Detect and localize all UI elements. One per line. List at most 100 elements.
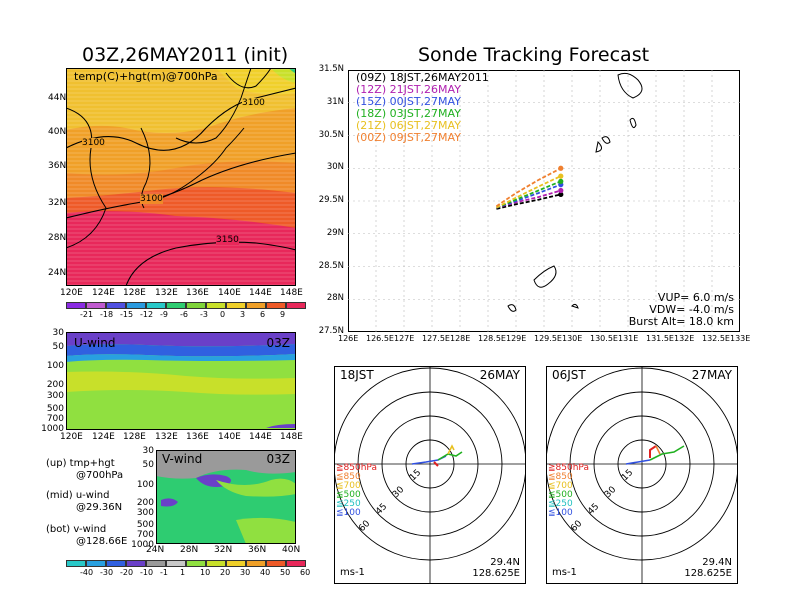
hodo-right-units: ms-1 xyxy=(552,567,577,578)
lat-tick: 36N xyxy=(248,545,267,555)
colorbar-swatch xyxy=(66,560,86,567)
colorbar-label: 9 xyxy=(280,310,286,319)
level-label: ≧850hPa xyxy=(336,463,377,473)
colorbar-swatch xyxy=(106,302,126,309)
lat-tick: 40N xyxy=(282,545,301,555)
track-lat-axis: 31.5N 31N 30.5N 30N 29.5N 29N 28.5N 28N 27.5N xyxy=(306,64,346,336)
lat-tick: 28.5N xyxy=(318,260,344,271)
track-line xyxy=(496,193,562,210)
lon-tick: 130.5E xyxy=(590,334,618,343)
vwind-label: V-wind xyxy=(162,452,203,466)
lon-tick: 128E xyxy=(450,334,471,343)
colorbar-swatch xyxy=(146,560,166,567)
lon-tick: 128E xyxy=(123,432,146,442)
note-bot-line2: @128.66E xyxy=(76,536,128,547)
hodo-ring xyxy=(569,391,715,537)
lon-tick: 144E xyxy=(249,288,272,298)
colorbar-label: 40 xyxy=(260,568,271,577)
colorbar-label: -20 xyxy=(120,568,134,577)
lat-tick: 28N xyxy=(48,233,67,243)
lat-tick: 30N xyxy=(326,162,344,173)
colorbar-label: 50 xyxy=(280,568,291,577)
sonde-parameters: VUP= 6.0 m/s VDW= -4.0 m/s Burst Alt= 18… xyxy=(629,292,734,328)
colorbar-swatch xyxy=(86,302,106,309)
panel-legend-notes: (up) tmp+hgt @700hPa (mid) u-wind @29.36… xyxy=(46,458,146,558)
lon-tick: 124E xyxy=(92,288,115,298)
contour-label: 3100 xyxy=(242,98,265,108)
lon-tick: 126.5E xyxy=(366,334,394,343)
track-line xyxy=(496,180,562,209)
colorbar-swatch xyxy=(86,560,106,567)
map-lon-axis: 120E 124E 128E 132E 136E 140E 144E 148E xyxy=(56,288,306,300)
track-end-point xyxy=(558,165,564,171)
lon-tick: 132E xyxy=(155,432,178,442)
colorbar-swatch xyxy=(126,302,146,309)
hodo-ring xyxy=(617,439,667,489)
pressure-tick: 700 xyxy=(46,414,64,424)
lat-tick: 32N xyxy=(48,198,67,208)
lat-tick: 24N xyxy=(146,545,165,555)
colorbar-label: 1 xyxy=(180,568,186,577)
hodo-left-lat: 29.4N xyxy=(490,557,520,568)
colorbar-swatch xyxy=(246,560,266,567)
burst-alt-value: Burst Alt= 18.0 km xyxy=(628,315,734,328)
vwind-time: 03Z xyxy=(266,452,291,466)
colorbar-label: -15 xyxy=(120,310,134,319)
vwind-svg xyxy=(156,450,296,544)
colorbar-label: 20 xyxy=(220,568,231,577)
colorbar-label: -1 xyxy=(160,568,168,577)
hodo-right-time: 06JST xyxy=(552,368,586,382)
hodo-right-lon: 128.625E xyxy=(684,568,732,579)
uwind-label: U-wind xyxy=(74,336,116,350)
vup-value: VUP= 6.0 m/s xyxy=(657,291,734,304)
hodo-trace xyxy=(649,445,657,458)
colorbar-label: 10 xyxy=(200,568,211,577)
lon-tick: 127.5E xyxy=(422,334,450,343)
colorbar-swatch xyxy=(146,302,166,309)
hodo-left-levels: ≧850hPa ≦850 ≦700 ≦500 ≦250 ≦100 xyxy=(336,464,377,518)
note-up-line2: @700hPa xyxy=(76,470,124,481)
hodo-trace xyxy=(625,459,651,465)
hodo-left-date: 26MAY xyxy=(479,368,520,382)
note-mid-line2: @29.36N xyxy=(76,502,123,513)
lon-tick: 129E xyxy=(506,334,527,343)
level-label: ≦250 xyxy=(336,499,361,509)
uwind-time: 03Z xyxy=(266,336,291,350)
colorbar-swatch xyxy=(186,560,206,567)
vwind-cross-section: V-wind 03Z xyxy=(156,450,296,544)
track-line xyxy=(496,183,562,209)
track-legend-entry: (15Z) 00JST,27MAY xyxy=(356,95,461,108)
lat-tick: 31.5N xyxy=(318,64,344,74)
colorbar-label: -18 xyxy=(100,310,114,319)
track-line xyxy=(496,189,562,209)
hodograph-right: 15 30 45 60 06JST 27MAY ≧850hPa ≦850 ≦700 ≦… xyxy=(545,366,739,584)
pressure-tick: 500 xyxy=(136,520,154,530)
colorbar-label: 60 xyxy=(300,568,311,577)
colorbar-label: -40 xyxy=(80,568,94,577)
uwind-pressure-axis: 30 50 100 200 300 500 700 1000 xyxy=(36,328,64,436)
wind-colorbar: -40 -30 -20 -10 -1 1 10 20 30 40 50 60 xyxy=(66,560,310,578)
temperature-map: temp(C)+hgt(m)@700hPa 3100 3100 3100 315… xyxy=(65,67,297,287)
colorbar-swatch xyxy=(186,302,206,309)
level-label: ≦850 xyxy=(548,472,573,482)
lon-tick: 131E xyxy=(618,334,639,343)
lon-tick: 144E xyxy=(249,432,272,442)
lon-tick: 132E xyxy=(674,334,695,343)
colorbar-label: -3 xyxy=(200,310,208,319)
vwind-lat-axis: 24N 28N 32N 36N 40N xyxy=(146,545,306,557)
hodo-trace xyxy=(447,444,455,455)
map-variable-label: temp(C)+hgt(m)@700hPa xyxy=(74,70,218,83)
pressure-tick: 700 xyxy=(136,530,154,540)
note-mid-line1: (mid) u-wind xyxy=(46,490,110,501)
right-title: Sonde Tracking Forecast xyxy=(418,44,650,66)
track-plot xyxy=(348,70,740,332)
lat-tick: 28N xyxy=(180,545,199,555)
colorbar-swatch xyxy=(226,302,246,309)
track-end-point xyxy=(558,191,564,198)
track-panel: (09Z) 18JST,26MAY2011 (12Z) 21JST,26MAY … xyxy=(348,70,740,332)
lon-tick: 120E xyxy=(60,288,83,298)
hodograph-left: 15 30 45 60 18JST 26MAY ≧850hPa ≦850 ≦700 ≦… xyxy=(333,366,527,584)
lat-tick: 31N xyxy=(326,96,344,107)
lon-tick: 132.5E xyxy=(702,334,730,343)
track-end-point xyxy=(558,187,564,194)
